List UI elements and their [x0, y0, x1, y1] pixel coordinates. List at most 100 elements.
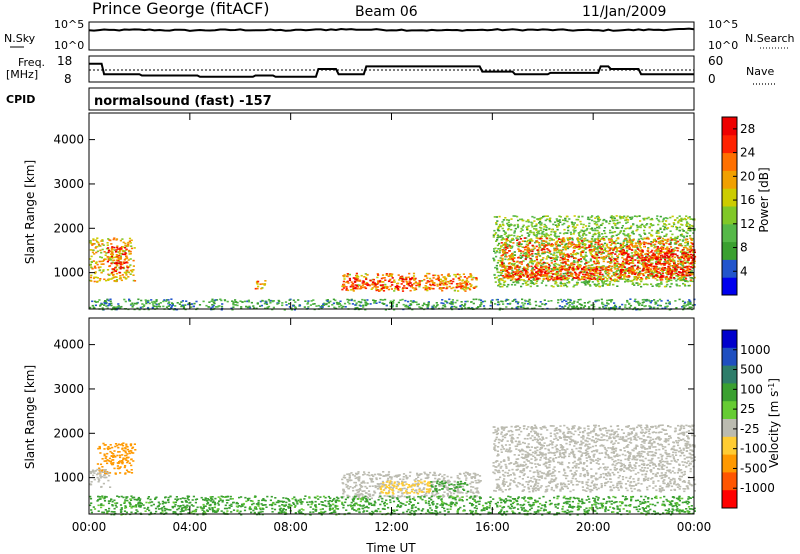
data-cell: [450, 305, 453, 308]
data-cell: [567, 298, 570, 301]
data-cell: [675, 265, 678, 267]
data-cell: [142, 305, 146, 307]
data-cell: [556, 235, 559, 238]
data-cell: [530, 231, 533, 234]
data-cell: [89, 276, 93, 279]
data-cell: [625, 261, 628, 264]
data-cell: [660, 300, 663, 302]
data-cell: [657, 250, 660, 252]
data-cell: [115, 254, 118, 256]
data-cell: [394, 288, 397, 290]
data-cell: [124, 472, 127, 474]
data-cell: [634, 259, 637, 261]
data-cell: [460, 286, 463, 289]
data-cell: [454, 274, 457, 276]
data-cell: [577, 299, 580, 301]
data-cell: [502, 262, 505, 265]
data-cell: [632, 223, 635, 226]
data-cell: [155, 300, 158, 303]
data-cell: [606, 299, 609, 302]
data-cell: [635, 301, 638, 303]
data-cell: [639, 242, 642, 244]
data-cell: [495, 250, 498, 252]
data-cell: [376, 289, 379, 291]
data-cell: [597, 262, 600, 265]
data-cell: [490, 301, 493, 304]
data-cell: [562, 255, 565, 258]
data-cell: [595, 256, 599, 259]
data-cell: [689, 246, 692, 248]
data-cell: [464, 307, 467, 309]
data-cell: [666, 267, 669, 270]
data-cell: [637, 241, 640, 243]
data-cell: [534, 253, 537, 255]
data-cell: [113, 450, 116, 452]
data-cell: [509, 279, 513, 282]
data-cell: [512, 275, 515, 278]
data-cell: [541, 244, 544, 246]
data-cell: [517, 225, 520, 227]
data-cell: [409, 289, 412, 292]
data-cell: [571, 255, 574, 258]
data-cell: [435, 302, 438, 304]
data-cell: [689, 300, 692, 303]
data-cell: [542, 230, 545, 233]
data-cell: [598, 235, 601, 238]
data-cell: [157, 303, 160, 305]
data-cell: [545, 277, 548, 280]
data-cell: [658, 260, 661, 263]
data-cell: [389, 300, 392, 303]
data-cell: [642, 301, 645, 303]
data-cell: [381, 299, 384, 301]
data-cell: [664, 307, 667, 309]
data-cell: [442, 304, 445, 307]
data-cell: [639, 224, 642, 227]
data-cell: [510, 258, 513, 260]
data-cell: [526, 254, 529, 257]
data-cell: [124, 300, 127, 303]
data-cell: [504, 243, 507, 246]
data-cell: [503, 233, 506, 236]
data-cell: [648, 226, 651, 229]
data-cell: [582, 223, 585, 226]
data-cell: [106, 462, 109, 465]
data-cell: [516, 235, 519, 238]
data-cell: [584, 284, 587, 286]
data-cell: [506, 236, 509, 239]
data-cell: [628, 241, 631, 243]
data-cell: [252, 307, 256, 309]
data-cell: [691, 249, 694, 252]
data-cell: [499, 236, 502, 238]
data-cell: [608, 284, 611, 286]
data-cell: [611, 227, 615, 229]
data-cell: [570, 264, 573, 266]
data-cell: [569, 299, 572, 302]
data-cell: [610, 279, 613, 281]
data-cell: [664, 256, 667, 259]
data-cell: [638, 233, 641, 236]
data-cell: [431, 307, 434, 309]
data-cell: [570, 233, 573, 236]
data-cell: [564, 255, 567, 257]
data-cell: [669, 240, 672, 242]
data-cell: [354, 287, 357, 290]
data-cell: [348, 302, 351, 305]
data-cell: [516, 270, 520, 272]
data-cell: [115, 307, 118, 310]
data-cell: [673, 259, 676, 262]
data-cell: [236, 301, 239, 304]
data-cell: [385, 273, 388, 275]
data-cell: [689, 280, 692, 282]
data-cell: [119, 255, 122, 257]
data-cell: [518, 279, 521, 282]
data-cell: [670, 250, 673, 253]
data-cell: [605, 280, 608, 282]
data-cell: [436, 304, 439, 306]
data-cell: [436, 283, 439, 286]
data-cell: [511, 245, 514, 248]
data-cell: [509, 254, 512, 256]
data-cell: [460, 307, 463, 309]
data-cell: [653, 240, 656, 242]
data-cell: [653, 299, 656, 301]
data-cell: [507, 258, 510, 261]
